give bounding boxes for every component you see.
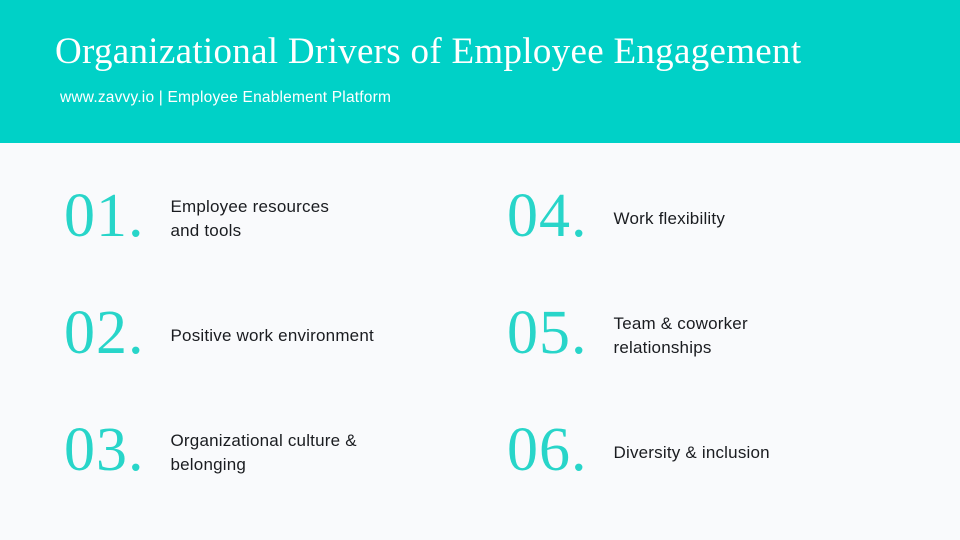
item-number: 02. (64, 299, 145, 367)
item-label: Work flexibility (613, 209, 726, 228)
item-label: Organizational culture & belonging (170, 431, 357, 474)
page-title: Organizational Drivers of Employee Engag… (55, 31, 802, 72)
list-item-3: 03. Organizational culture & belonging (64, 418, 357, 482)
item-label: Positive work environment (170, 326, 374, 345)
list-item-6: 06. Diversity & inclusion (507, 418, 770, 482)
item-label: Employee resources and tools (170, 197, 330, 240)
item-label: Team & coworker relationships (613, 314, 748, 357)
site-tagline: www.zavvy.io | Employee Enablement Platf… (60, 89, 392, 106)
list-item-1: 01. Employee resources and tools (64, 184, 329, 248)
item-number: 05. (507, 299, 588, 367)
item-label: Diversity & inclusion (613, 443, 770, 462)
item-number: 01. (64, 182, 145, 250)
item-number: 04. (507, 182, 588, 250)
list-item-4: 04. Work flexibility (507, 184, 725, 248)
list-item-5: 05. Team & coworker relationships (507, 301, 748, 365)
item-number: 03. (64, 416, 145, 484)
list-item-2: 02. Positive work environment (64, 301, 374, 365)
header-band: Organizational Drivers of Employee Engag… (0, 0, 960, 143)
item-number: 06. (507, 416, 588, 484)
